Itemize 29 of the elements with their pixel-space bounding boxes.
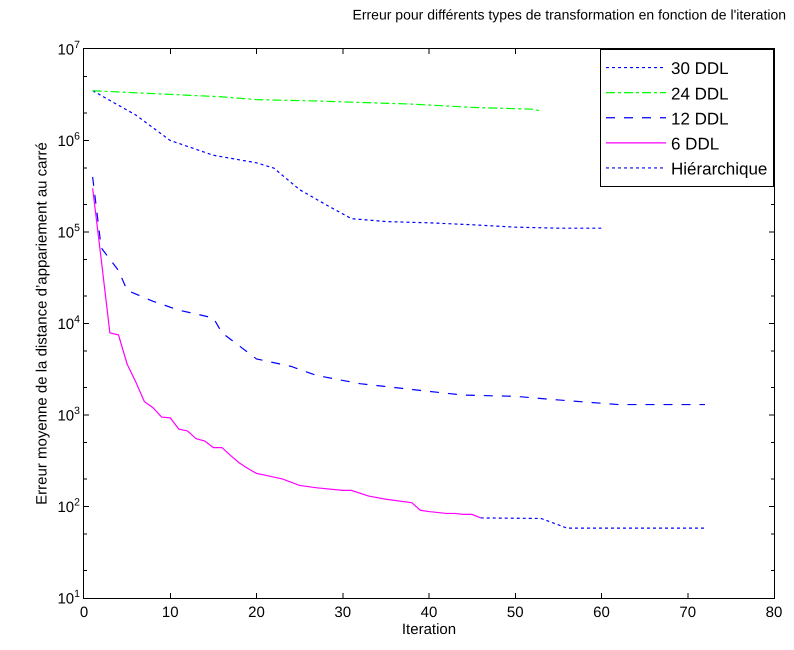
y-tick-label: 10$^{7}$ [57,38,80,58]
line-series [92,90,542,112]
y-tick-label: 10$^{3}$ [57,404,80,424]
legend-label: Hiérarchique [671,160,768,179]
line-series [92,176,706,406]
line-series [480,517,706,529]
y-tick-label: 10$^{5}$ [57,222,80,242]
y-tick-label: 10$^{4}$ [57,313,80,333]
x-axis-title: Iteration [402,621,456,638]
x-tick-label: 30 [334,604,352,621]
x-tick-label: 0 [80,604,88,621]
y-tick-label: 10$^{1}$ [57,588,80,608]
y-tick-label: 10$^{2}$ [57,496,80,516]
legend-label: 30 DDL [671,59,729,78]
line-series [92,90,602,229]
x-tick-label: 20 [248,604,265,621]
x-tick-label: 80 [766,604,782,621]
chart-title: Erreur pour différents types de transformation en fonction de l'iteration [352,6,786,23]
line-series [92,188,482,519]
x-tick-label: 50 [506,604,524,621]
y-tick-label: 10$^{6}$ [57,130,80,150]
x-tick-label: 70 [679,604,696,621]
x-tick-label: 60 [593,604,610,621]
x-tick-label: 10 [162,604,179,621]
legend-label: 24 DDL [671,84,729,104]
legend-label: 12 DDL [671,109,729,128]
legend-label: 6 DDL [671,134,720,154]
x-tick-label: 40 [420,604,438,621]
y-axis-title: Erreur moyenne de la distance d’appariement au carré [34,142,51,505]
